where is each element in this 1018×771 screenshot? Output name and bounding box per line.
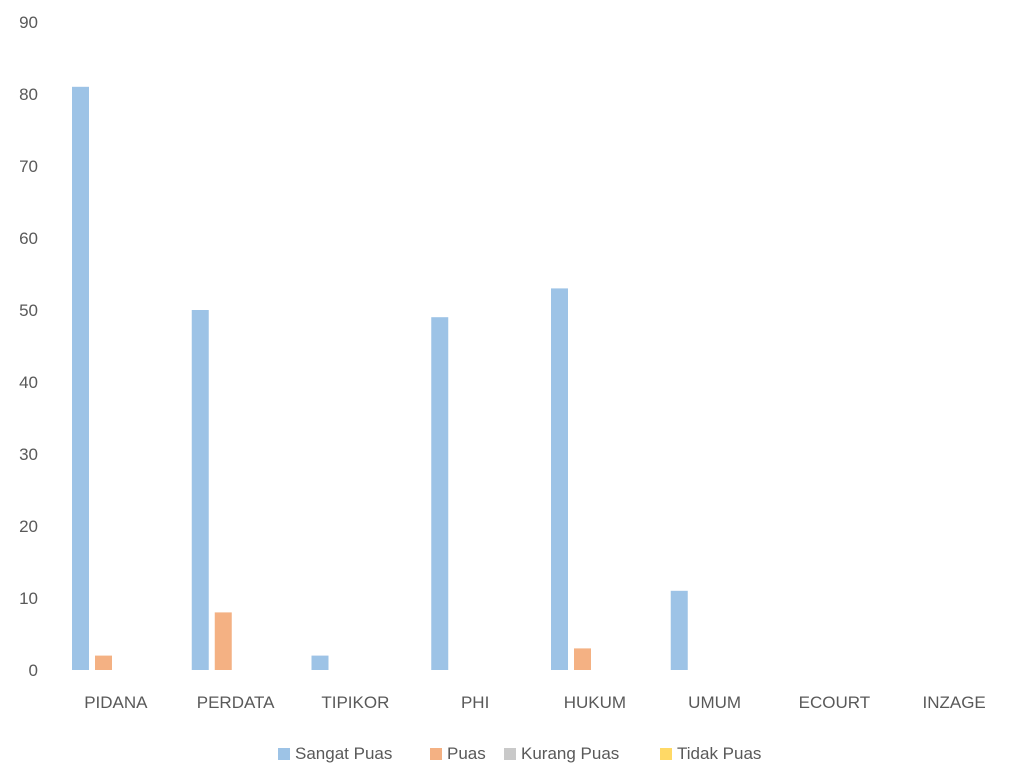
- category-label: HUKUM: [564, 693, 626, 712]
- legend-swatch: [430, 748, 442, 760]
- bar-puas-pidana: [95, 655, 112, 670]
- category-label: PHI: [461, 693, 489, 712]
- y-tick-label: 40: [19, 373, 38, 392]
- y-tick-label: 20: [19, 517, 38, 536]
- bar-sangat-puas-tipikor: [311, 655, 329, 670]
- legend-swatch: [278, 748, 290, 760]
- legend-label: Tidak Puas: [677, 744, 761, 763]
- y-tick-label: 70: [19, 157, 38, 176]
- y-tick-label: 80: [19, 85, 38, 104]
- legend-swatch: [660, 748, 672, 760]
- y-tick-label: 30: [19, 445, 38, 464]
- legend: Sangat Puas Puas Kurang Puas Tidak Puas: [278, 744, 761, 763]
- bar-puas-hukum: [574, 648, 591, 670]
- category-label: TIPIKOR: [321, 693, 389, 712]
- legend-label: Sangat Puas: [295, 744, 392, 763]
- bar-sangat-puas-umum: [670, 590, 688, 670]
- y-tick-label: 60: [19, 229, 38, 248]
- bar-sangat-puas-perdata: [191, 310, 209, 670]
- y-tick-label: 90: [19, 13, 38, 32]
- legend-swatch: [504, 748, 516, 760]
- bar-puas-perdata: [214, 612, 232, 670]
- bar-sangat-puas-pidana: [72, 86, 89, 671]
- y-tick-label: 50: [19, 301, 38, 320]
- category-label: PERDATA: [197, 693, 275, 712]
- category-label: UMUM: [688, 693, 741, 712]
- category-label: PIDANA: [84, 693, 148, 712]
- y-tick-label: 0: [29, 661, 38, 680]
- category-label: INZAGE: [922, 693, 985, 712]
- bars: [72, 86, 688, 671]
- y-axis: 0 10 20 30 40 50 60 70 80 90: [19, 13, 38, 680]
- y-tick-label: 10: [19, 589, 38, 608]
- legend-label: Kurang Puas: [521, 744, 619, 763]
- x-axis: PIDANA PERDATA TIPIKOR PHI HUKUM UMUM ECOURT IN…: [84, 693, 986, 712]
- bar-sangat-puas-phi: [431, 317, 449, 670]
- category-label: ECOURT: [799, 693, 870, 712]
- bar-sangat-puas-hukum: [551, 288, 568, 670]
- legend-label: Puas: [447, 744, 486, 763]
